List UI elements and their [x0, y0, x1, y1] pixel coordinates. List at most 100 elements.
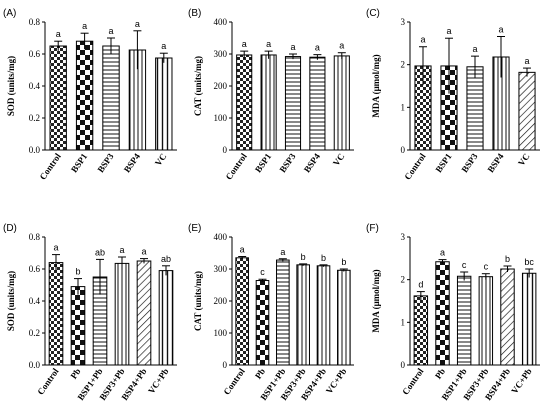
y-tick-label: 0.4 [29, 81, 41, 91]
significance-label: a [524, 56, 529, 66]
significance-label: d [418, 280, 423, 290]
x-tick-label: Control [35, 366, 61, 397]
x-tick-label: Pb [253, 366, 267, 380]
bar [260, 54, 277, 151]
y-tick-label: 0.6 [29, 49, 41, 59]
bar [49, 45, 67, 151]
bar [276, 259, 290, 366]
significance-label: b [75, 267, 80, 277]
y-tick-label: 0.0 [29, 360, 41, 370]
significance-label: a [135, 19, 140, 29]
significance-label: a [119, 245, 124, 255]
bar [236, 54, 253, 151]
y-tick-label: 0.8 [29, 232, 41, 242]
y-tick-label: 1 [401, 102, 406, 112]
y-tick-label: 3 [401, 232, 406, 242]
significance-label: a [108, 26, 113, 36]
y-tick-label: 0 [223, 145, 228, 155]
y-tick-label: 2 [401, 275, 406, 285]
y-axis-label: SOD (units/mg) [6, 271, 16, 331]
significance-label: a [440, 248, 445, 258]
y-axis-label: CAT (units/mg) [193, 56, 203, 116]
bar [435, 261, 450, 366]
y-tick-label: 200 [214, 296, 228, 306]
y-axis-label: CAT (units/mg) [193, 271, 203, 331]
panel-label: (E) [188, 223, 201, 234]
y-tick-label: 0 [401, 145, 406, 155]
bar [316, 265, 331, 366]
significance-label: a [280, 247, 285, 257]
significance-label: a [82, 21, 87, 31]
bar [521, 272, 537, 366]
y-tick-label: 0.0 [29, 145, 41, 155]
bar [136, 260, 152, 366]
x-tick-label: Control [38, 151, 64, 182]
significance-label: c [462, 260, 467, 270]
bar [413, 295, 429, 366]
bar [114, 262, 130, 366]
significance-label: a [56, 29, 61, 39]
x-tick-label: BSP4 [122, 151, 143, 174]
bar [235, 257, 249, 366]
x-tick-label: BSP1 [433, 151, 454, 174]
chart-panel: (B) 0 100 200 300 400 CAT (units/mg) a Control a B… [188, 8, 354, 182]
significance-label: b [341, 257, 346, 267]
panel-label: (B) [188, 8, 201, 19]
bar [284, 56, 302, 151]
bar [337, 269, 351, 366]
significance-label: b [321, 253, 326, 263]
y-tick-label: 400 [214, 17, 228, 27]
y-tick-label: 0.6 [29, 264, 41, 274]
chart-panel: (D) 0.0 0.2 0.4 0.6 0.8 SOD (units/mg) a Control… [3, 223, 177, 402]
x-tick-label: VC+Pb [324, 366, 349, 395]
significance-label: bc [524, 257, 534, 267]
y-tick-label: 400 [214, 232, 228, 242]
bar [70, 286, 86, 366]
x-tick-label: Pb [68, 366, 82, 380]
y-tick-label: 3 [401, 17, 406, 27]
x-tick-label: Control [400, 366, 426, 397]
significance-label: a [420, 35, 425, 45]
bar [466, 66, 484, 151]
x-tick-label: VC [331, 151, 347, 167]
chart-panel: (A) 0.0 0.2 0.4 0.6 0.8 SOD (units/mg) a Control… [3, 8, 177, 182]
x-tick-label: Control [224, 151, 250, 182]
y-tick-label: 0 [223, 360, 228, 370]
bar [48, 262, 64, 366]
bar [518, 71, 536, 151]
x-tick-label: VC [516, 151, 532, 167]
y-tick-label: 100 [214, 113, 228, 123]
bar [333, 55, 350, 151]
bar [478, 276, 494, 366]
panel-label: (D) [3, 223, 17, 234]
chart-panel: (E) 0 100 200 300 400 CAT (units/mg) a Control c P… [188, 223, 354, 402]
significance-label: a [290, 42, 295, 52]
bar [155, 57, 173, 151]
bar [500, 268, 515, 366]
x-tick-label: BSP4 [302, 151, 323, 174]
y-tick-label: 0.2 [29, 328, 40, 338]
significance-label: a [141, 247, 146, 257]
x-tick-label: Control [221, 366, 247, 397]
y-tick-label: 300 [214, 49, 228, 59]
significance-label: a [266, 39, 271, 49]
x-tick-label: BSP1 [69, 151, 90, 174]
y-axis-label: SOD (units/mg) [6, 56, 16, 116]
significance-label: b [301, 252, 306, 262]
significance-label: a [498, 25, 503, 35]
y-tick-label: 2 [401, 60, 406, 70]
bar [158, 270, 174, 366]
bar [255, 280, 270, 366]
y-tick-label: 1 [401, 317, 406, 327]
significance-label: b [505, 254, 510, 264]
significance-label: ab [95, 247, 105, 257]
chart-panel: (C) 0 1 2 3 MDA (μmol/mg) a Control a BSP1 a BSP3 a B… [366, 8, 540, 182]
significance-label: a [240, 245, 245, 255]
x-tick-label: BSP1 [253, 151, 274, 174]
bar [309, 56, 326, 151]
y-tick-label: 0 [401, 360, 406, 370]
x-tick-label: VC+Pb [509, 366, 534, 395]
significance-label: a [161, 41, 166, 51]
